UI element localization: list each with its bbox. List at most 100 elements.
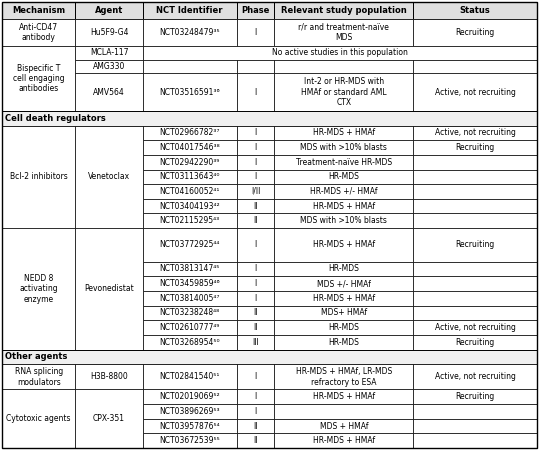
- Bar: [2, 46, 75, 111]
- Bar: [274, 404, 413, 419]
- Bar: [237, 364, 274, 389]
- Bar: [274, 2, 413, 19]
- Text: II: II: [253, 202, 258, 211]
- Bar: [413, 291, 537, 306]
- Bar: [143, 389, 237, 404]
- Bar: [274, 364, 413, 389]
- Text: Pevonedistat: Pevonedistat: [84, 284, 134, 293]
- Bar: [237, 170, 274, 184]
- Bar: [237, 213, 274, 228]
- Bar: [75, 228, 143, 350]
- Text: NCT03404193⁴²: NCT03404193⁴²: [160, 202, 220, 211]
- Text: CPX-351: CPX-351: [93, 414, 125, 423]
- Bar: [274, 306, 413, 320]
- Text: I: I: [254, 279, 257, 288]
- Text: NCT03672539⁵⁵: NCT03672539⁵⁵: [160, 436, 220, 445]
- Bar: [143, 140, 237, 155]
- Bar: [413, 199, 537, 213]
- Text: I: I: [254, 143, 257, 152]
- Bar: [143, 19, 237, 46]
- Bar: [75, 46, 143, 59]
- Bar: [413, 19, 537, 46]
- Bar: [237, 276, 274, 291]
- Text: II: II: [253, 436, 258, 445]
- Text: II: II: [253, 308, 258, 317]
- Text: NCT04160052⁴¹: NCT04160052⁴¹: [160, 187, 220, 196]
- Bar: [413, 389, 537, 404]
- Text: NCT03238248⁴⁸: NCT03238248⁴⁸: [160, 308, 220, 317]
- Text: I: I: [254, 172, 257, 181]
- Bar: [143, 320, 237, 335]
- Bar: [413, 59, 537, 73]
- Bar: [274, 184, 413, 199]
- Text: Active, not recruiting: Active, not recruiting: [435, 128, 516, 137]
- Text: Hu5F9-G4: Hu5F9-G4: [90, 28, 128, 37]
- Bar: [237, 155, 274, 170]
- Text: NCT02019069⁵²: NCT02019069⁵²: [160, 392, 220, 401]
- Bar: [237, 199, 274, 213]
- Text: NCT03459859⁴⁶: NCT03459859⁴⁶: [160, 279, 220, 288]
- Text: Agent: Agent: [95, 6, 123, 15]
- Text: MCLA-117: MCLA-117: [90, 48, 128, 57]
- Bar: [413, 261, 537, 276]
- Bar: [237, 433, 274, 448]
- Text: AMV564: AMV564: [93, 88, 125, 97]
- Bar: [413, 276, 537, 291]
- Text: r/r and treatment-naïve
MDS: r/r and treatment-naïve MDS: [299, 22, 389, 42]
- Text: I: I: [254, 392, 257, 401]
- Text: I: I: [254, 265, 257, 274]
- Bar: [274, 389, 413, 404]
- Bar: [413, 126, 537, 140]
- Text: HR-MDS +/- HMAf: HR-MDS +/- HMAf: [310, 187, 378, 196]
- Bar: [143, 261, 237, 276]
- Bar: [274, 228, 413, 261]
- Bar: [75, 364, 143, 389]
- Bar: [237, 418, 274, 433]
- Text: Recruiting: Recruiting: [455, 143, 495, 152]
- Text: Relevant study population: Relevant study population: [281, 6, 407, 15]
- Bar: [143, 433, 237, 448]
- Bar: [2, 19, 75, 46]
- Bar: [75, 19, 143, 46]
- Text: II: II: [253, 216, 258, 225]
- Text: I/II: I/II: [251, 187, 260, 196]
- Bar: [274, 276, 413, 291]
- Bar: [143, 170, 237, 184]
- Bar: [237, 184, 274, 199]
- Text: Phase: Phase: [241, 6, 270, 15]
- Bar: [413, 364, 537, 389]
- Text: I: I: [254, 240, 257, 249]
- Bar: [413, 306, 537, 320]
- Text: NCT Identifier: NCT Identifier: [156, 6, 223, 15]
- Bar: [237, 389, 274, 404]
- Text: Int-2 or HR-MDS with
HMAf or standard AML
CTX: Int-2 or HR-MDS with HMAf or standard AM…: [301, 77, 386, 107]
- Bar: [237, 228, 274, 261]
- Bar: [274, 73, 413, 111]
- Text: Status: Status: [460, 6, 490, 15]
- Text: Other agents: Other agents: [5, 352, 67, 361]
- Bar: [413, 404, 537, 419]
- Text: NCT03248479³⁵: NCT03248479³⁵: [160, 28, 220, 37]
- Text: I: I: [254, 294, 257, 303]
- Bar: [2, 228, 75, 350]
- Bar: [413, 140, 537, 155]
- Bar: [143, 291, 237, 306]
- Bar: [274, 320, 413, 335]
- Bar: [143, 73, 237, 111]
- Bar: [274, 126, 413, 140]
- Bar: [2, 2, 75, 19]
- Text: MDS +/- HMAf: MDS +/- HMAf: [317, 279, 371, 288]
- Text: HR-MDS: HR-MDS: [328, 172, 360, 181]
- Text: AMG330: AMG330: [93, 62, 125, 71]
- Bar: [413, 184, 537, 199]
- Text: Active, not recruiting: Active, not recruiting: [435, 323, 516, 332]
- Text: HR-MDS + HMAf: HR-MDS + HMAf: [313, 202, 375, 211]
- Text: NEDD 8
activating
enzyme: NEDD 8 activating enzyme: [19, 274, 58, 304]
- Text: MDS + HMAf: MDS + HMAf: [320, 422, 368, 431]
- Text: Cytotoxic agents: Cytotoxic agents: [6, 414, 71, 423]
- Bar: [413, 320, 537, 335]
- Bar: [237, 320, 274, 335]
- Text: NCT03957876⁵⁴: NCT03957876⁵⁴: [160, 422, 220, 431]
- Text: HR-MDS: HR-MDS: [328, 323, 360, 332]
- Text: NCT02610777⁴⁹: NCT02610777⁴⁹: [160, 323, 220, 332]
